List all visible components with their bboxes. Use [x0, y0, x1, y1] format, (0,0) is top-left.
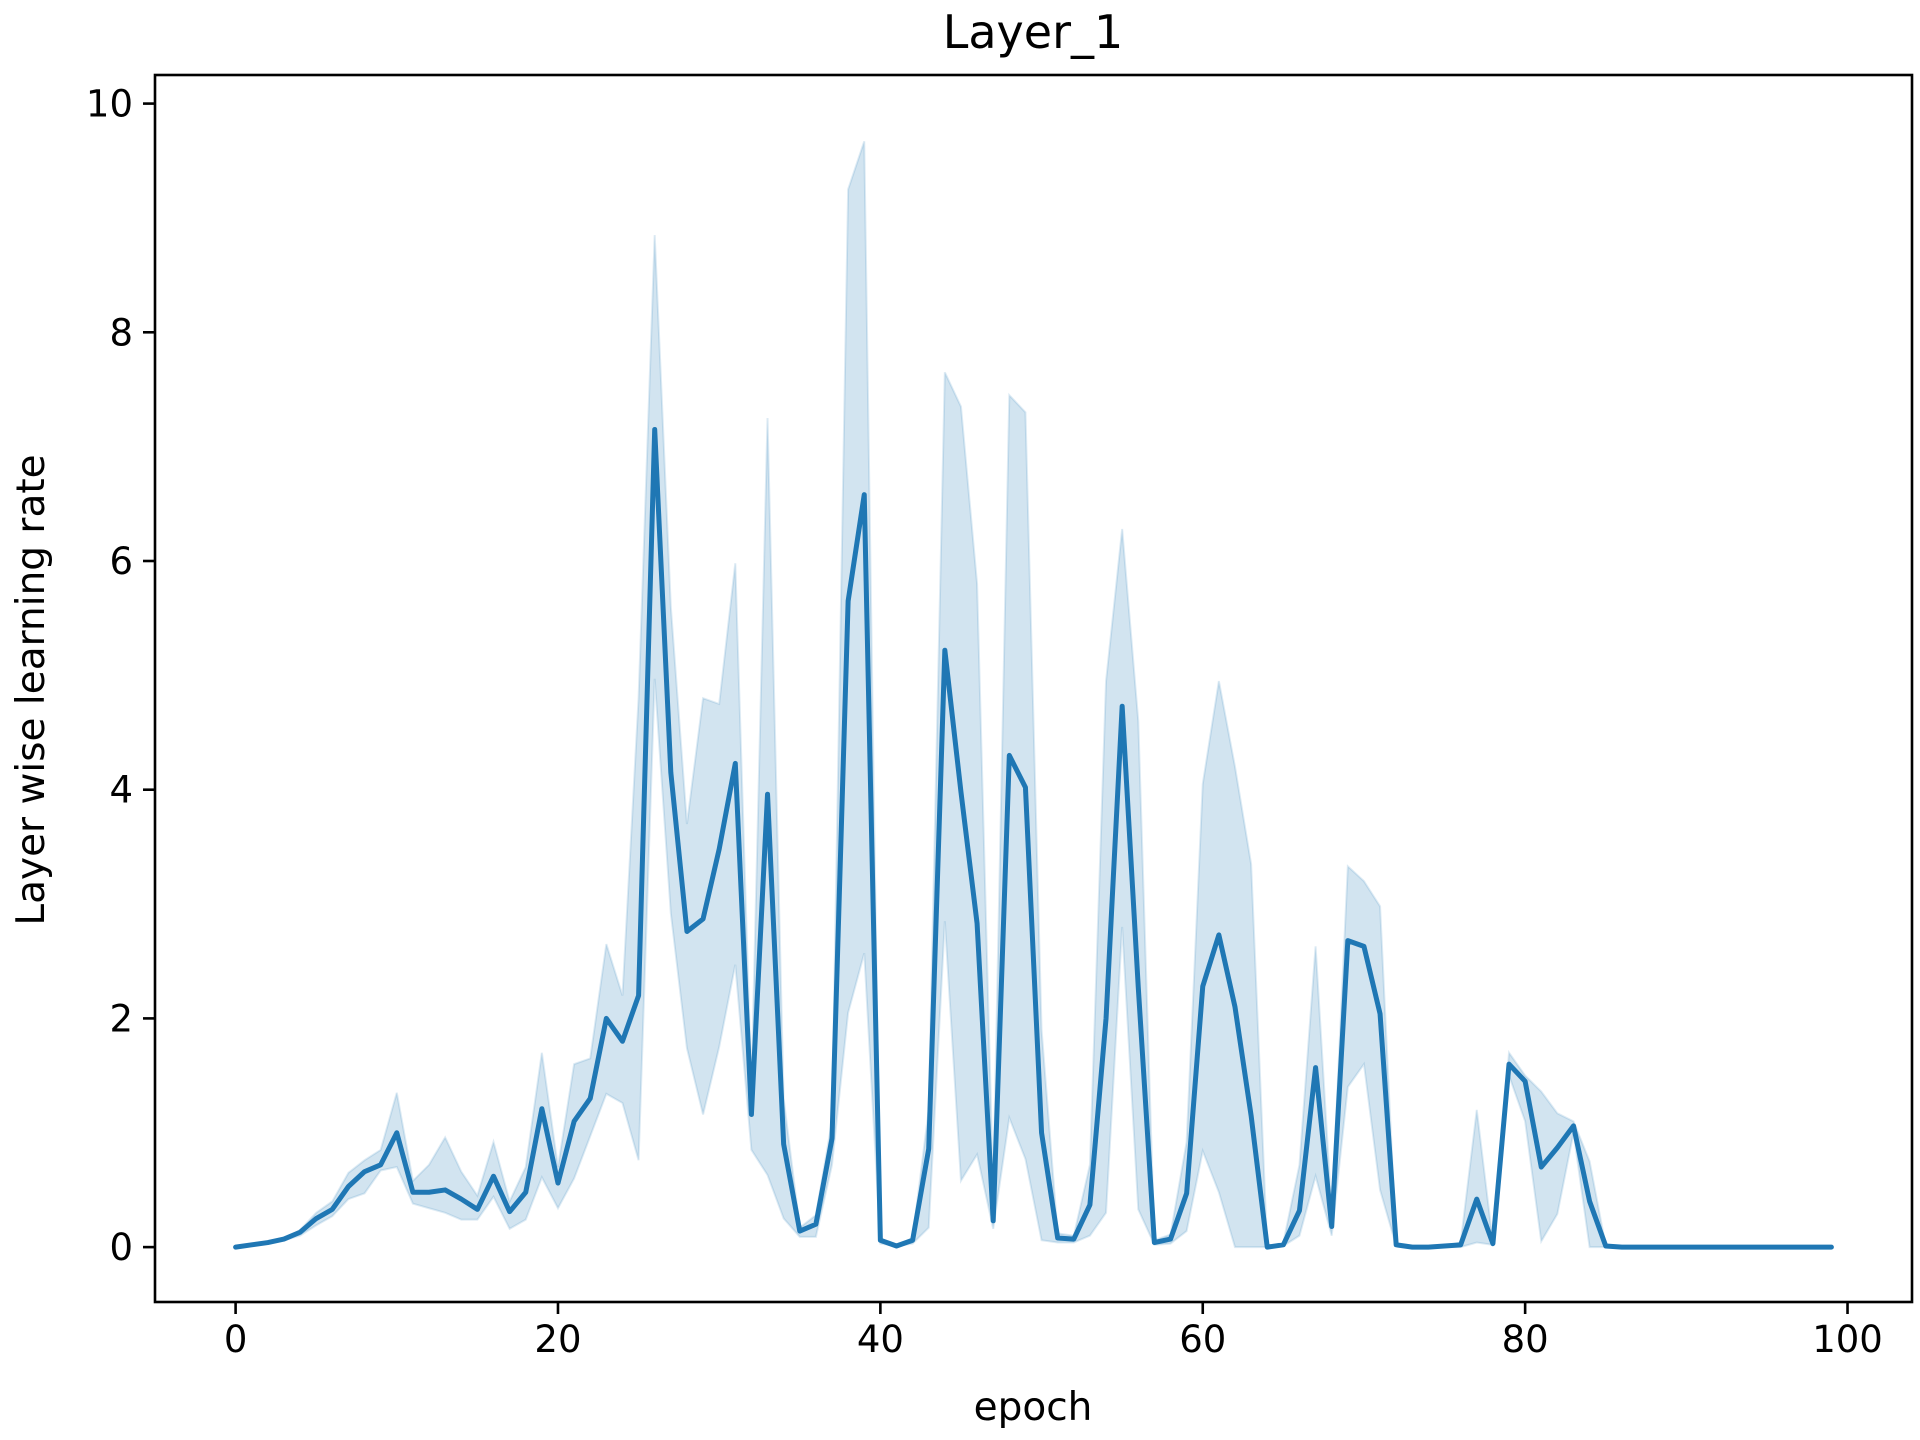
x-tick-label: 100: [1812, 1318, 1883, 1361]
x-axis-label: epoch: [974, 1385, 1093, 1430]
y-tick-label: 8: [109, 311, 133, 354]
y-axis-label: Layer wise learning rate: [9, 454, 54, 925]
y-axis: 0 2 4 6 8 10: [86, 83, 155, 1269]
mean-line: [233, 426, 1834, 1250]
confidence-band: [235, 141, 1832, 1249]
x-tick-label: 60: [1179, 1318, 1226, 1361]
y-tick-label: 2: [109, 997, 133, 1040]
x-tick-label: 80: [1502, 1318, 1549, 1361]
plot-frame: [153, 73, 1914, 1304]
y-tick-label: 4: [109, 769, 133, 812]
y-tick-label: 6: [109, 540, 133, 583]
plot-area: [233, 141, 1834, 1250]
x-tick-label: 20: [534, 1318, 581, 1361]
x-tick-label: 40: [857, 1318, 904, 1361]
x-tick-label: 0: [224, 1318, 248, 1361]
x-axis: 0 20 40 60 80 100: [224, 1302, 1883, 1361]
y-tick-label: 10: [86, 83, 133, 126]
y-tick-label: 0: [109, 1226, 133, 1269]
chart-title: Layer_1: [943, 5, 1124, 59]
